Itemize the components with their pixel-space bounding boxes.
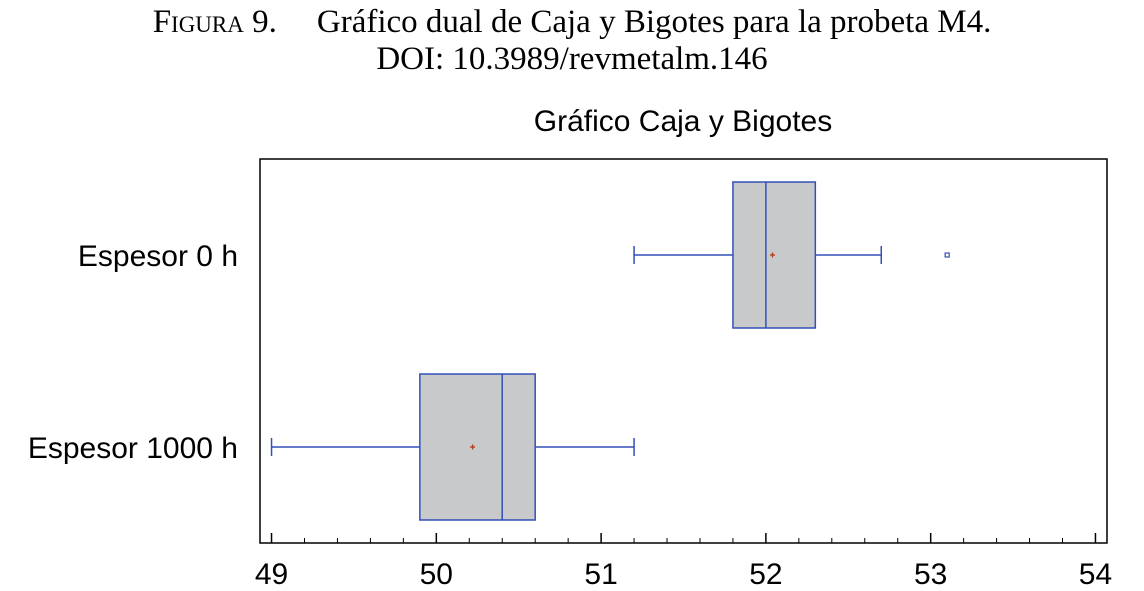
x-tick-label: 51 — [584, 558, 617, 591]
chart-title: Gráfico Caja y Bigotes — [534, 105, 832, 138]
category-label: Espesor 1000 h — [28, 432, 238, 465]
x-axis-ticks: 49 50 51 52 53 54 — [255, 533, 1112, 591]
figure-caption-text: Gráfico dual de Caja y Bigotes para la p… — [316, 4, 992, 40]
figure-caption: Figura 9. Gráfico dual de Caja y Bigotes … — [0, 4, 1144, 41]
figure-doi: DOI: 10.3989/revmetalm.146 — [376, 41, 768, 77]
category-label: Espesor 0 h — [78, 240, 238, 273]
x-tick-label: 49 — [255, 558, 288, 591]
iqr-box — [419, 373, 536, 521]
x-tick-label: 54 — [1079, 558, 1112, 591]
x-tick-label: 52 — [749, 558, 782, 591]
box-group — [270, 181, 950, 521]
outlier-point — [944, 252, 950, 258]
box-series-1 — [270, 373, 635, 521]
figure-label: Figura 9. — [152, 4, 277, 40]
x-tick-label: 50 — [420, 558, 453, 591]
plot-frame — [259, 158, 1108, 544]
x-tick-label: 53 — [914, 558, 947, 591]
category-labels: Espesor 0 h Espesor 1000 h — [28, 240, 238, 465]
box-series-0 — [633, 181, 950, 329]
